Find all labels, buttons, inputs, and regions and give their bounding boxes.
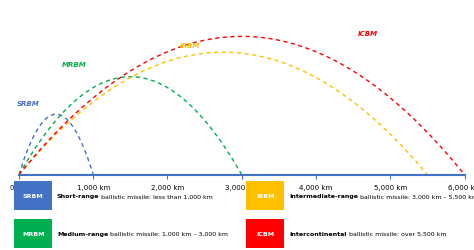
FancyBboxPatch shape bbox=[14, 182, 52, 210]
FancyBboxPatch shape bbox=[246, 182, 284, 210]
Text: IRBM: IRBM bbox=[180, 43, 200, 49]
Text: ballistic missile: 1,000 km – 3,000 km: ballistic missile: 1,000 km – 3,000 km bbox=[108, 231, 228, 236]
Text: Medium-range: Medium-range bbox=[57, 231, 108, 236]
Text: MRBM: MRBM bbox=[22, 231, 45, 236]
Text: Intermediate-range: Intermediate-range bbox=[289, 194, 358, 198]
Text: ballistic missile: over 5,500 km: ballistic missile: over 5,500 km bbox=[346, 231, 446, 236]
Text: ballistic missile: 3,000 km – 5,500 km: ballistic missile: 3,000 km – 5,500 km bbox=[358, 194, 474, 198]
Text: Intercontinental: Intercontinental bbox=[289, 231, 346, 236]
Text: IRBM: IRBM bbox=[256, 194, 275, 198]
Text: Short-range: Short-range bbox=[57, 194, 100, 198]
Text: ballistic missile: less than 1,000 km: ballistic missile: less than 1,000 km bbox=[100, 194, 213, 198]
Text: MRBM: MRBM bbox=[62, 62, 87, 67]
Text: ICBM: ICBM bbox=[358, 31, 378, 37]
Text: ICBM: ICBM bbox=[256, 231, 274, 236]
Text: SRBM: SRBM bbox=[23, 194, 44, 198]
FancyBboxPatch shape bbox=[14, 219, 52, 248]
Text: SRBM: SRBM bbox=[17, 100, 40, 106]
FancyBboxPatch shape bbox=[246, 219, 284, 248]
